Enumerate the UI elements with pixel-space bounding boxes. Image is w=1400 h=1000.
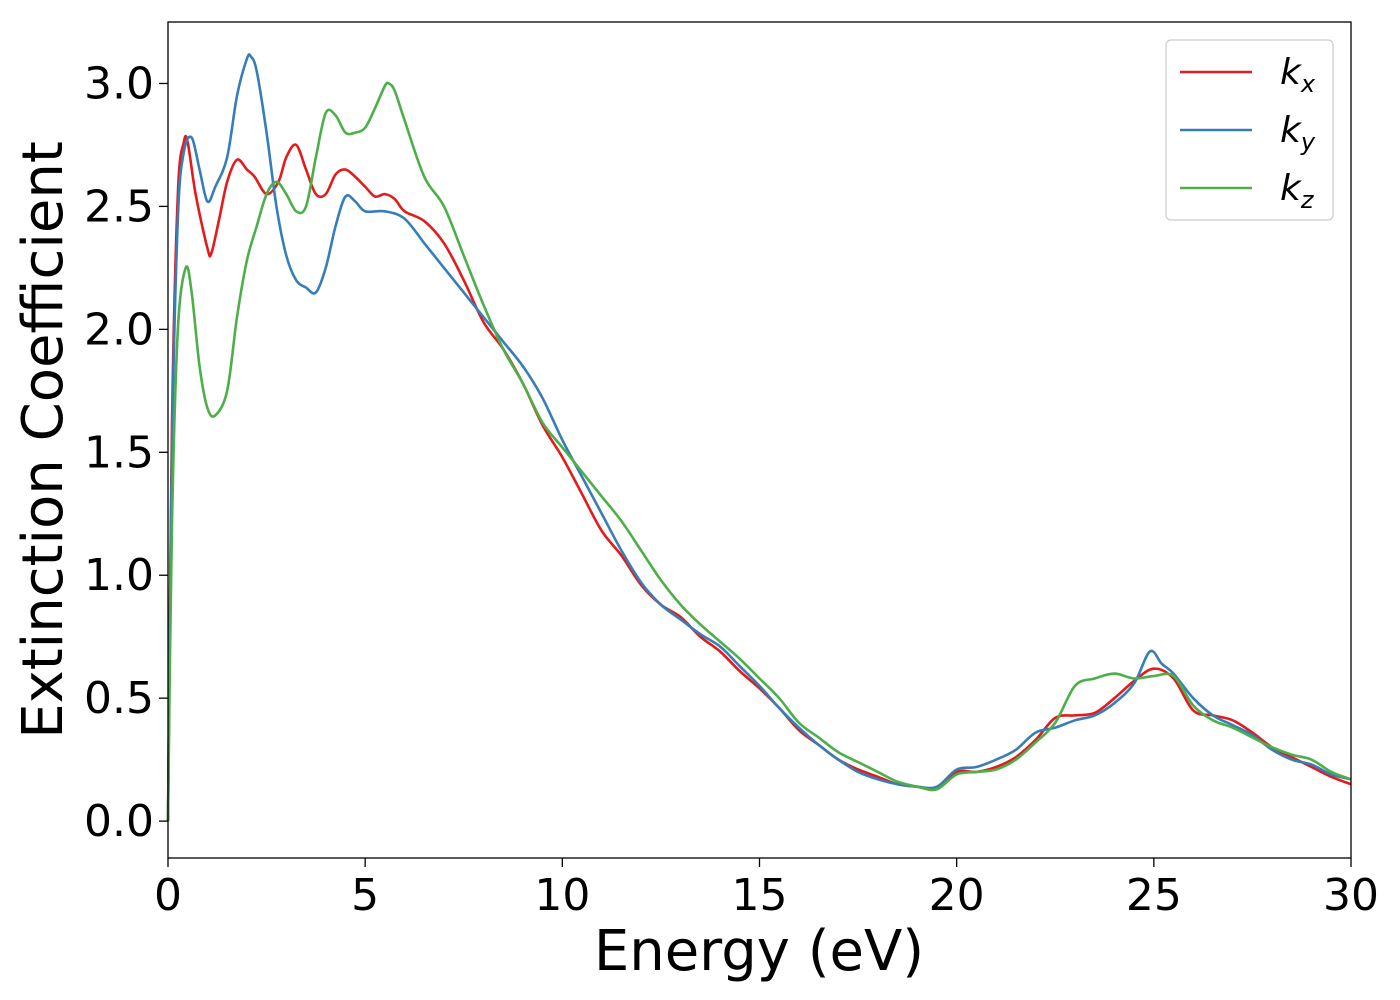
x-tick-label: 10 <box>534 870 590 921</box>
y-tick-label: 1.0 <box>84 550 154 601</box>
legend-label: kz <box>1280 168 1315 214</box>
series-layer <box>166 53 1352 822</box>
legend-label: ky <box>1280 110 1316 156</box>
legend-label-subscript: x <box>1300 70 1316 98</box>
series-line-ky <box>166 53 1352 822</box>
y-axis-label: Extinction Coefficient <box>11 141 76 739</box>
x-axis-label: Energy (eV) <box>594 919 924 984</box>
x-tick-label: 15 <box>732 870 788 921</box>
legend-label-base: k <box>1280 168 1303 209</box>
y-tick-label: 1.5 <box>84 427 154 478</box>
x-tick-label: 5 <box>351 870 379 921</box>
legend-label-base: k <box>1280 52 1303 93</box>
series-line-kx <box>166 134 1352 822</box>
plot-area <box>168 22 1351 858</box>
x-tick-label: 0 <box>154 870 182 921</box>
y-tick-label: 3.0 <box>84 58 154 109</box>
y-tick-label: 2.0 <box>84 304 154 355</box>
x-axis-ticks: 0 5 10 15 20 25 30 <box>154 858 1379 921</box>
legend-label-base: k <box>1280 110 1303 151</box>
y-axis-ticks: 0.0 0.5 1.0 1.5 2.0 2.5 3.0 <box>84 58 168 847</box>
y-tick-label: 2.5 <box>84 181 154 232</box>
y-tick-label: 0.0 <box>84 796 154 847</box>
legend-label: kx <box>1280 52 1316 98</box>
x-tick-label: 30 <box>1323 870 1379 921</box>
legend-label-subscript: z <box>1300 186 1315 214</box>
x-tick-label: 20 <box>929 870 985 921</box>
x-tick-label: 25 <box>1126 870 1182 921</box>
y-tick-label: 0.5 <box>84 673 154 724</box>
legend-label-subscript: y <box>1300 128 1316 156</box>
series-line-kz <box>166 81 1352 822</box>
